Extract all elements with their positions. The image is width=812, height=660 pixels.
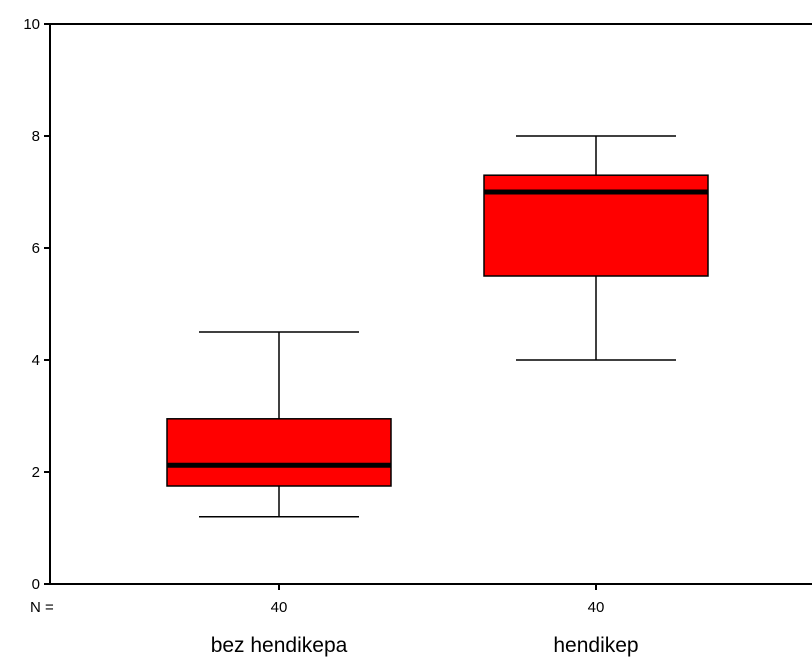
box-1 [166,331,392,518]
x-axis: N = 40 bez hendikepa 40 hendikep [30,584,639,657]
interquartile-box [166,418,392,487]
y-tick-label: 8 [32,128,40,145]
category-label: hendikep [553,634,638,657]
category-label: bez hendikepa [211,634,348,657]
plot-frame [49,23,812,585]
y-axis: 0 2 4 6 8 10 [23,16,50,593]
y-tick-label: 0 [32,576,40,593]
y-tick-label: 10 [23,16,40,33]
box-2 [483,135,709,361]
n-count-label: 40 [588,599,605,616]
n-count-label: 40 [271,599,288,616]
n-label: N = [30,599,54,616]
y-tick-label: 4 [32,352,40,369]
y-tick-label: 2 [32,464,40,481]
y-tick-label: 6 [32,240,40,257]
box-series [166,135,709,518]
